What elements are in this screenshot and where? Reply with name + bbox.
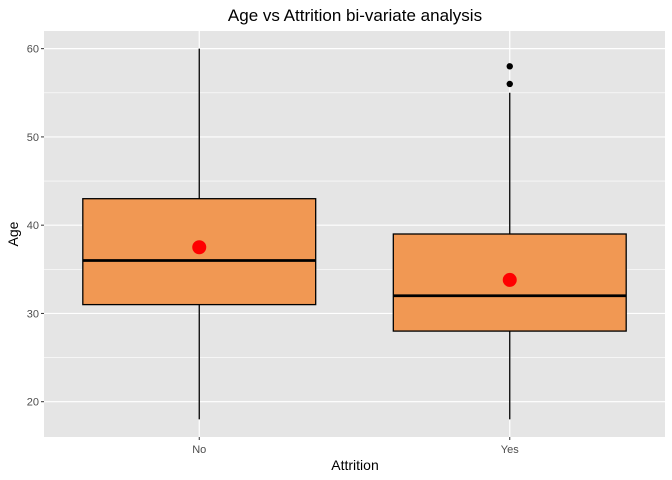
y-tick-label: 30 xyxy=(27,308,39,320)
boxplot-no xyxy=(82,48,317,420)
x-axis-ticks: No Yes xyxy=(192,437,519,456)
boxplot-yes xyxy=(392,63,627,420)
outlier-point xyxy=(506,63,513,70)
y-tick-label: 40 xyxy=(27,220,39,232)
outlier-point xyxy=(506,80,513,88)
x-tick-label: No xyxy=(192,444,206,456)
y-tick-label: 60 xyxy=(27,44,39,56)
mean-point xyxy=(502,272,517,287)
x-axis-title: Attrition xyxy=(331,457,378,473)
y-tick-label: 20 xyxy=(27,397,39,409)
y-tick-label: 50 xyxy=(27,132,39,144)
chart-title: Age vs Attrition bi-variate analysis xyxy=(228,6,482,25)
y-axis-ticks: 20 30 40 50 60 xyxy=(27,44,44,409)
x-tick-label: Yes xyxy=(501,444,519,456)
y-axis-title: Age xyxy=(5,221,21,246)
mean-point xyxy=(192,240,207,255)
boxplots xyxy=(82,48,627,420)
